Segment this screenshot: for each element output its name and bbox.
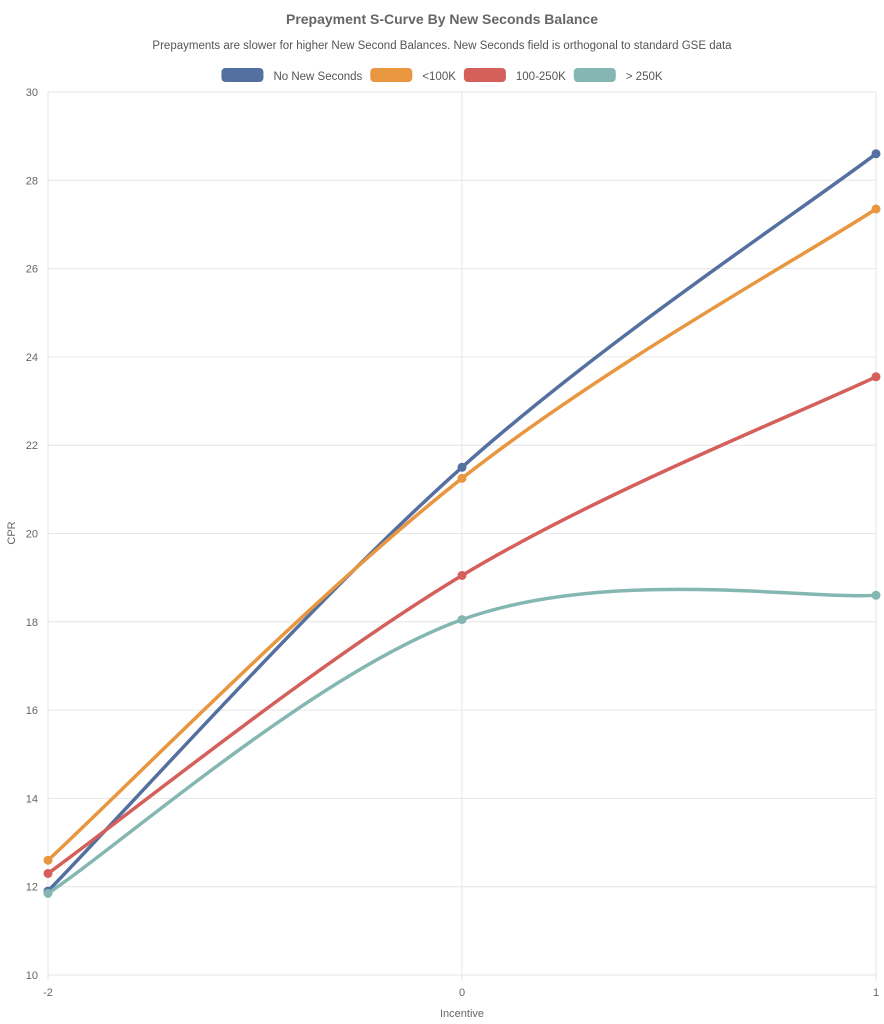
- x-tick-label: 1: [873, 987, 879, 999]
- data-point[interactable]: [871, 590, 881, 600]
- legend-label: 100-250K: [516, 71, 566, 83]
- legend-item[interactable]: 100-250K: [463, 68, 566, 83]
- data-point[interactable]: [43, 888, 53, 898]
- legend[interactable]: No New Seconds <100K 100-250K > 250K: [221, 68, 663, 83]
- data-point[interactable]: [871, 372, 881, 382]
- y-tick-label: 28: [26, 175, 38, 187]
- legend-swatch: [370, 68, 413, 82]
- legend-item[interactable]: > 250K: [573, 68, 663, 83]
- y-tick-label: 14: [26, 793, 38, 805]
- data-point[interactable]: [871, 204, 881, 214]
- y-tick-label: 22: [26, 440, 38, 452]
- y-tick-label: 26: [26, 264, 38, 276]
- y-tick-label: 20: [26, 529, 38, 541]
- gridlines: [47, 91, 877, 981]
- y-tick-label: 16: [26, 705, 38, 717]
- y-axis-ticks: 10 12 14 16 18 20 22 24 26 28 30: [26, 87, 38, 982]
- legend-swatch: [221, 68, 264, 82]
- legend-item[interactable]: No New Seconds: [221, 68, 363, 83]
- data-point[interactable]: [457, 473, 467, 483]
- legend-swatch: [463, 68, 506, 82]
- legend-label: No New Seconds: [273, 71, 362, 83]
- chart-title: Prepayment S-Curve By New Seconds Balanc…: [286, 11, 598, 27]
- data-point[interactable]: [871, 149, 881, 159]
- legend-label: > 250K: [626, 71, 663, 83]
- x-tick-label: -2: [43, 987, 53, 999]
- x-axis-ticks: -2 0 1: [43, 987, 879, 999]
- legend-swatch: [573, 68, 616, 82]
- legend-item[interactable]: <100K: [370, 68, 456, 83]
- y-axis-label: CPR: [6, 521, 18, 544]
- y-tick-label: 12: [26, 882, 38, 894]
- data-point[interactable]: [43, 868, 53, 878]
- chart-subtitle: Prepayments are slower for higher New Se…: [152, 40, 732, 52]
- y-tick-label: 18: [26, 617, 38, 629]
- series-lines: [43, 149, 881, 898]
- y-tick-label: 24: [26, 352, 38, 364]
- x-tick-label: 0: [459, 987, 465, 999]
- legend-label: <100K: [422, 71, 456, 83]
- y-tick-label: 30: [26, 87, 38, 99]
- data-point[interactable]: [457, 462, 467, 472]
- data-point[interactable]: [457, 615, 467, 625]
- data-point[interactable]: [43, 855, 53, 865]
- x-axis-label: Incentive: [440, 1008, 484, 1020]
- y-tick-label: 10: [26, 970, 38, 982]
- data-point[interactable]: [457, 570, 467, 580]
